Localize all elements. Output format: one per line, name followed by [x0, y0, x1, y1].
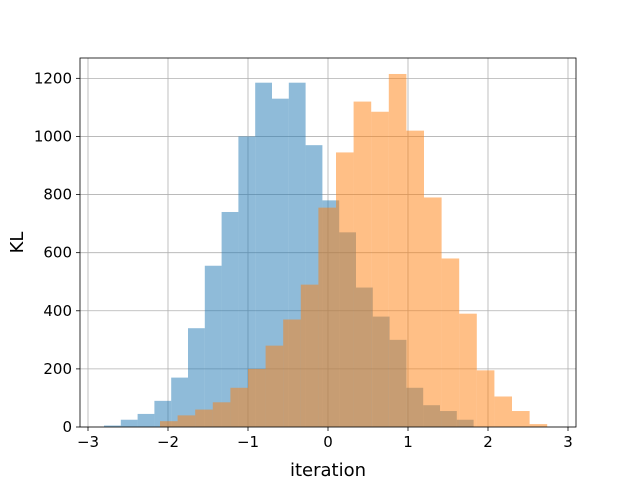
histogram-bar-series-2 [195, 409, 213, 427]
histogram-bar-series-2 [230, 387, 248, 427]
histogram-bar-series-2 [494, 396, 512, 427]
y-tick-label: 200 [43, 360, 72, 378]
histogram-bar-series-1 [171, 377, 188, 427]
histogram-bars [104, 73, 548, 428]
histogram-bar-series-1 [137, 413, 155, 427]
histogram-bar-series-1 [120, 419, 138, 427]
histogram-bar-series-2 [388, 73, 407, 427]
histogram-bar-series-1 [154, 400, 172, 427]
x-tick-label: 0 [323, 433, 333, 451]
histogram-bar-series-2 [512, 411, 530, 427]
histogram-bar-series-2 [300, 284, 319, 427]
y-tick-label: 0 [62, 418, 72, 436]
histogram-bar-series-2 [371, 111, 389, 428]
histogram-bar-series-2 [459, 313, 477, 427]
histogram-bar-series-2 [160, 421, 178, 427]
histogram-bar-series-1 [238, 136, 256, 427]
x-tick-label: 1 [403, 433, 413, 451]
x-tick-label: 3 [563, 433, 573, 451]
histogram-bar-series-1 [221, 211, 239, 427]
histogram-bar-series-2 [177, 415, 196, 427]
histogram-bar-series-2 [283, 319, 301, 427]
histogram-bar-series-2 [212, 402, 231, 427]
histogram-bar-series-2 [265, 345, 284, 427]
histogram-bar-series-2 [353, 101, 372, 428]
x-tick-label: −1 [237, 433, 259, 451]
y-tick-label: 600 [43, 244, 72, 262]
x-tick-label: 2 [483, 433, 493, 451]
histogram-bar-series-2 [476, 370, 495, 427]
histogram-bar-series-2 [318, 207, 336, 427]
histogram-bar-series-1 [255, 82, 272, 428]
x-tick-label: −3 [77, 433, 99, 451]
x-tick-label: −2 [157, 433, 179, 451]
y-axis-label: KL [7, 232, 28, 254]
histogram-bar-series-2 [529, 424, 548, 427]
axis-ticks: −3 −2 −1 0 1 2 3 0 200 400 600 800 1000 1200 [34, 69, 573, 451]
histogram-bar-series-1 [188, 328, 205, 427]
x-axis-label: iteration [290, 460, 366, 480]
histogram-bar-series-1 [204, 265, 222, 427]
histogram-bar-series-2 [248, 368, 266, 427]
y-tick-label: 400 [43, 302, 72, 320]
y-tick-label: 1200 [34, 69, 72, 87]
y-tick-label: 800 [43, 186, 72, 204]
histogram-bar-series-2 [424, 197, 442, 427]
histogram-bar-series-2 [406, 130, 424, 427]
histogram-bar-series-2 [441, 258, 460, 427]
histogram-bar-series-1 [104, 425, 121, 427]
histogram-bar-series-2 [336, 152, 354, 427]
y-tick-label: 1000 [34, 127, 72, 145]
